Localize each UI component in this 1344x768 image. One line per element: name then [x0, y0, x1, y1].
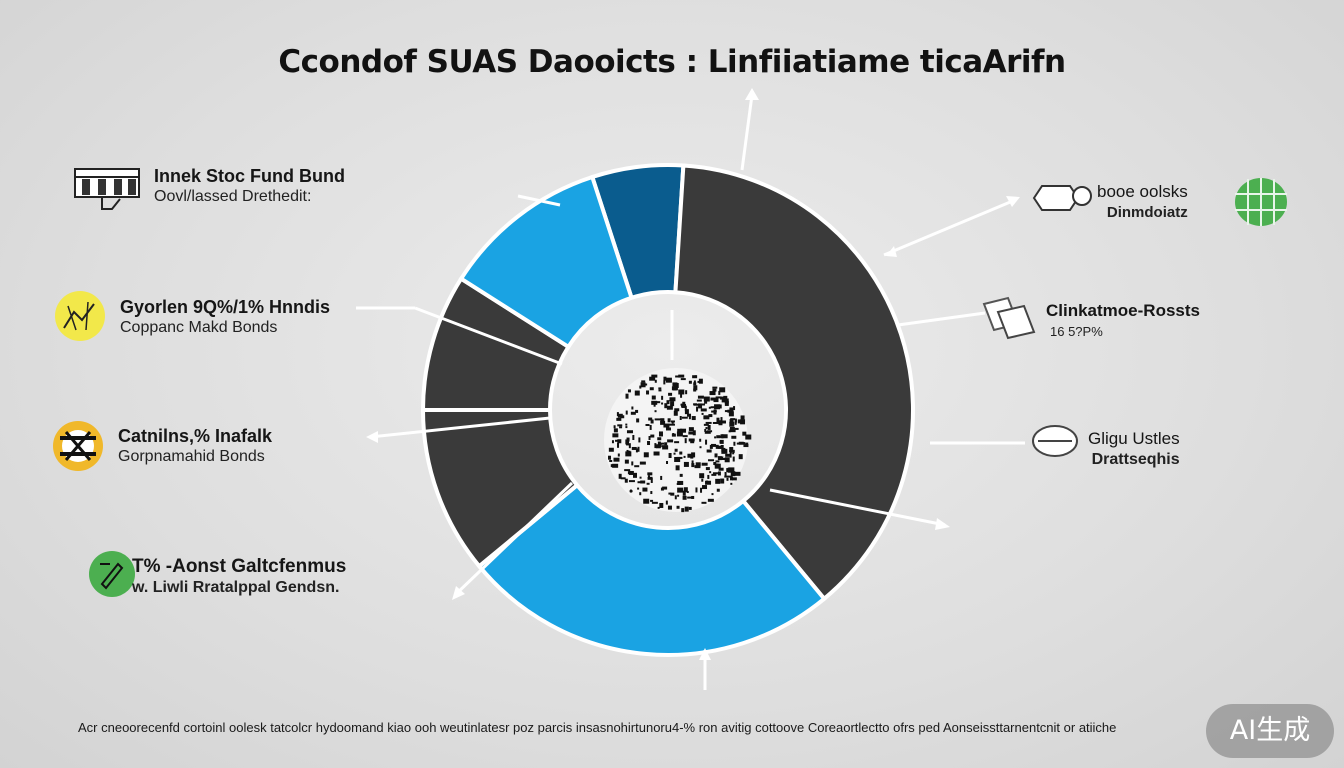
- document-icon: [978, 294, 1040, 346]
- legend-item-4-line1: T% -Aonst Galtcfenmus: [132, 556, 347, 577]
- box-icon: [1030, 182, 1094, 214]
- legend-item-6-line2: 16 5?P%: [1050, 324, 1103, 339]
- legend-item-4-line2: w. Liwli Rratalppal Gendsn.: [132, 579, 340, 596]
- legend-item-2-line1: Gyorlen 9Q%/1% Hnndis: [120, 297, 331, 317]
- legend-item-3-line2: Gorpnamahid Bonds: [118, 448, 265, 465]
- ai-generated-badge: AI生成: [1206, 704, 1334, 758]
- arrowhead: [886, 246, 897, 257]
- legend-item-5: booe oolsks Dinmdoiatz: [1097, 181, 1188, 223]
- legend-item-1: Innek Stoc Fund Bund Oovl/lassed Drethed…: [154, 165, 345, 207]
- footer-caption: Acr cneoorecenfd cortoinl oolesk tatcolc…: [78, 720, 1117, 735]
- donut-slice-6: [458, 174, 635, 350]
- gauge-icon: [52, 420, 104, 472]
- circle-icon: [1030, 424, 1080, 458]
- legend-item-6-line1: Clinkatmoe-Rossts: [1046, 301, 1200, 320]
- chart-title: Ccondof SUAS Daooicts : Linfiiatiame tic…: [278, 44, 1066, 80]
- legend-item-7-line2: Drattseqhis: [1091, 451, 1180, 468]
- arrowhead: [452, 586, 465, 600]
- donut-slice-3: [476, 482, 827, 657]
- legend-item-5-line1: booe oolsks: [1097, 182, 1188, 201]
- leader-lines: [356, 94, 1025, 690]
- leader-line: [414, 306, 563, 366]
- arrowhead: [1006, 196, 1020, 207]
- legend-item-7-line1: Gligu Ustles: [1088, 429, 1180, 448]
- leader-line: [740, 94, 754, 171]
- legend-item-6: Clinkatmoe-Rossts 16 5?P%: [1046, 300, 1200, 342]
- legend-item-4: T% -Aonst Galtcfenmus w. Liwli Rratalppa…: [132, 556, 346, 598]
- leader-line: [369, 416, 551, 439]
- leader-line: [897, 311, 986, 327]
- legend-item-1-line1: Innek Stoc Fund Bund: [154, 166, 345, 186]
- donut-slices: [420, 163, 915, 657]
- leader-arrowheads: [366, 88, 1020, 660]
- legend-item-7: Gligu Ustles Drattseqhis: [1088, 428, 1180, 470]
- center-noise-disc: [604, 368, 752, 513]
- pen-icon: [88, 550, 136, 598]
- chart-coin-icon: [54, 290, 106, 342]
- legend-item-2-line2: Coppanc Makd Bonds: [120, 319, 278, 336]
- arrowhead: [699, 648, 711, 660]
- legend-item-2: Gyorlen 9Q%/1% Hnndis Coppanc Makd Bonds: [120, 296, 330, 338]
- leader-line: [517, 194, 561, 207]
- legend-item-1-line2: Oovl/lassed Drethedit:: [154, 188, 312, 205]
- donut-slice-2: [673, 163, 915, 602]
- leader-line: [769, 488, 946, 527]
- legend-item-3-line1: Catnilns,% Inafalk: [118, 426, 273, 446]
- arrowhead: [935, 518, 950, 530]
- globe-icon: [1234, 177, 1288, 227]
- leader-line: [883, 198, 1016, 257]
- leader-line: [453, 481, 574, 597]
- arrowhead: [366, 431, 378, 443]
- legend-item-3: Catnilns,% Inafalk Gorpnamahid Bonds: [118, 425, 272, 467]
- building-icon: [72, 163, 144, 211]
- arrowhead: [745, 88, 759, 100]
- legend-item-5-line2: Dinmdoiatz: [1106, 204, 1188, 221]
